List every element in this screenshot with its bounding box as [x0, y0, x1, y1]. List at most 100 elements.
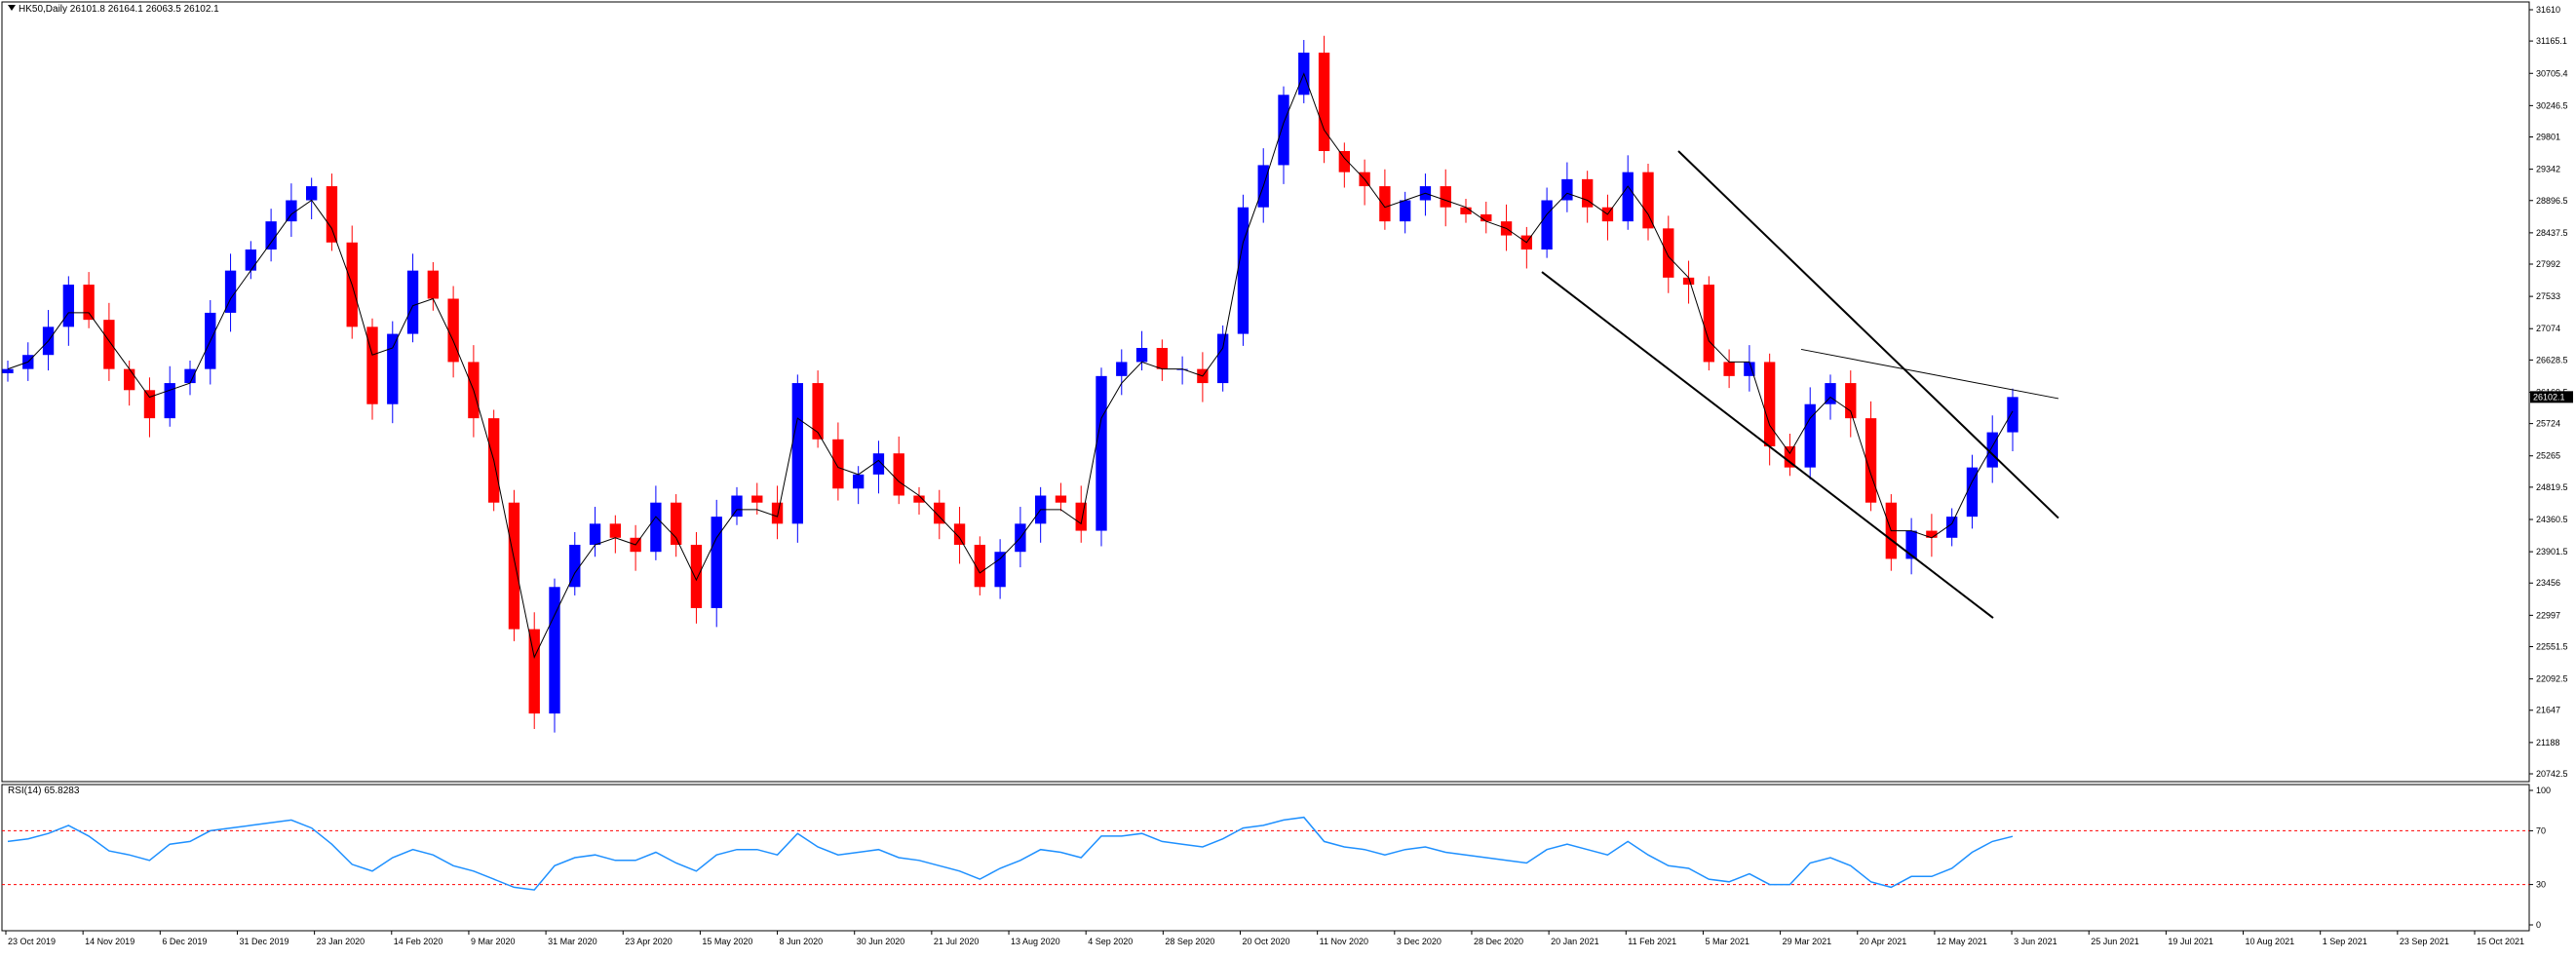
date-tick-label: 28 Sep 2020: [1165, 937, 1214, 946]
rsi-panel: [2, 816, 2529, 891]
resistance-trendline[interactable]: [1800, 348, 2059, 400]
date-tick-label: 5 Mar 2021: [1705, 937, 1749, 946]
candle-body: [711, 517, 722, 608]
candle-body: [1338, 151, 1351, 173]
candle-body: [872, 453, 885, 475]
date-tick-label: 23 Oct 2019: [8, 937, 56, 946]
collapse-triangle-icon[interactable]: [8, 5, 16, 11]
candle-body: [791, 383, 804, 524]
price-tick-label: 22551.5: [2536, 641, 2568, 651]
candle-body: [245, 249, 257, 271]
price-tick-label: 26628.5: [2536, 355, 2568, 364]
date-tick-label: 20 Jan 2021: [1551, 937, 1599, 946]
candle-body: [1055, 495, 1067, 503]
candle-body: [1318, 53, 1330, 152]
candle-body: [224, 270, 237, 313]
rsi-line: [7, 816, 2014, 891]
date-tick-label: 14 Nov 2019: [85, 937, 135, 946]
date-tick-label: 30 Jun 2020: [857, 937, 905, 946]
candle-body: [123, 368, 135, 391]
candle-body: [934, 502, 945, 524]
candle-body: [913, 495, 925, 503]
candle-body: [326, 186, 338, 243]
candle-body: [670, 502, 682, 545]
date-tick-label: 23 Jan 2020: [317, 937, 365, 946]
candle-body: [852, 474, 865, 489]
date-tick-label: 31 Mar 2020: [548, 937, 597, 946]
date-tick-label: 15 May 2020: [702, 937, 752, 946]
price-tick-label: 30705.4: [2536, 68, 2568, 78]
candle-body: [812, 383, 824, 440]
price-tick-label: 31165.1: [2536, 36, 2567, 46]
price-tick-label: 30246.5: [2536, 100, 2568, 110]
candle-body: [508, 502, 520, 630]
candle-body: [1096, 375, 1107, 531]
candle-body: [1845, 383, 1857, 419]
candle-body: [143, 390, 156, 419]
price-panel: [2, 35, 2019, 733]
date-tick-label: 21 Jul 2020: [934, 937, 980, 946]
price-tick-label: 28896.5: [2536, 196, 2568, 206]
candle-body: [1825, 383, 1836, 404]
candle-body: [1399, 200, 1411, 222]
candle-body: [690, 544, 703, 608]
date-tick-label: 14 Feb 2020: [394, 937, 443, 946]
candle-body: [771, 502, 784, 524]
candle-body: [164, 383, 175, 419]
symbol-ohlc: HK50,Daily 26101.8 26164.1 26063.5 26102…: [19, 4, 219, 15]
price-tick-label: 29801: [2536, 133, 2560, 142]
candle-body: [1744, 362, 1755, 376]
candle-body: [2007, 397, 2019, 433]
candle-body: [1176, 368, 1188, 370]
price-tick-label: 22092.5: [2536, 674, 2568, 684]
price-tick-label: 24819.5: [2536, 482, 2568, 492]
rsi-tick-label: 70: [2536, 825, 2546, 835]
candle-body: [832, 439, 844, 489]
price-tick-label: 27992: [2536, 259, 2560, 269]
date-tick-label: 11 Nov 2020: [1320, 937, 1368, 946]
date-tick-label: 6 Dec 2019: [162, 937, 207, 946]
candle-body: [1865, 418, 1877, 503]
date-tick-label: 31 Dec 2019: [239, 937, 288, 946]
candle-body: [1986, 432, 1998, 468]
date-tick-label: 4 Sep 2020: [1088, 937, 1133, 946]
candle-body: [1561, 178, 1573, 201]
candle-body: [286, 200, 297, 222]
candle-body: [265, 221, 277, 250]
trendlines: [1541, 150, 2059, 619]
date-tick-label: 28 Dec 2020: [1474, 937, 1523, 946]
candle-body: [184, 368, 196, 384]
price-tick-label: 23456: [2536, 578, 2560, 588]
current-price-tag: [2530, 391, 2573, 403]
candle-body: [650, 502, 662, 553]
rsi-tick-label: 0: [2536, 920, 2541, 930]
channel-lower-trendline[interactable]: [1541, 271, 1994, 619]
date-tick-label: 12 May 2021: [1937, 937, 1987, 946]
date-tick-label: 20 Oct 2020: [1243, 937, 1290, 946]
channel-upper-trendline[interactable]: [1677, 150, 2059, 519]
candle-body: [83, 285, 95, 321]
price-tick-label: 20742.5: [2536, 769, 2568, 779]
date-tick-label: 3 Jun 2021: [2014, 937, 2057, 946]
date-tick-label: 9 Mar 2020: [471, 937, 516, 946]
candle-body: [1905, 530, 1917, 559]
date-tick-label: 15 Oct 2021: [2477, 937, 2524, 946]
candle-body: [1116, 362, 1128, 376]
symbol-header: HK50,Daily 26101.8 26164.1 26063.5 26102…: [8, 4, 219, 15]
candle-body: [366, 326, 378, 404]
candle-body: [1642, 172, 1654, 229]
candle-body: [1237, 207, 1250, 334]
date-tick-label: 29 Mar 2021: [1783, 937, 1832, 946]
candle-body: [2, 368, 14, 373]
candle-body: [569, 544, 581, 588]
candle-body: [1723, 362, 1735, 376]
candle-body: [1440, 186, 1451, 208]
candle-body: [731, 495, 743, 518]
date-tick-label: 1 Sep 2021: [2323, 937, 2367, 946]
candle-body: [1135, 348, 1148, 363]
date-tick-label: 23 Sep 2021: [2400, 937, 2449, 946]
candle-body: [1945, 517, 1958, 538]
candle-body: [1703, 285, 1715, 363]
